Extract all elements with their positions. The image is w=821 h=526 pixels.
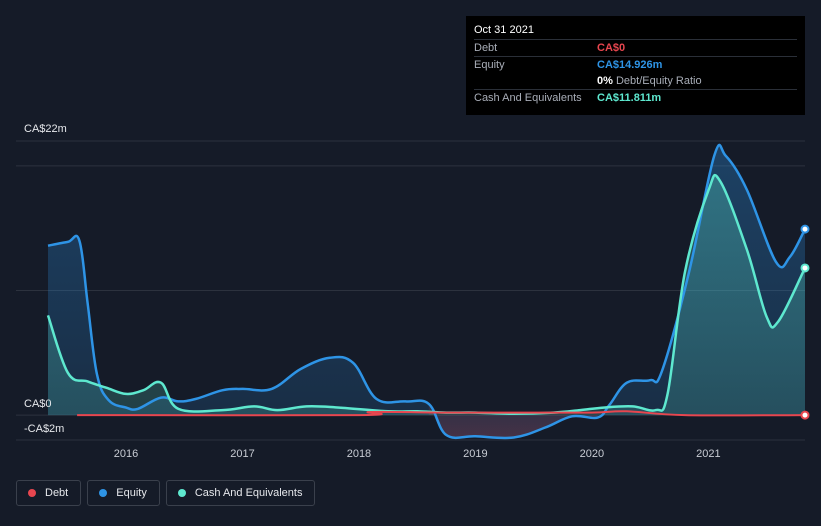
tooltip-date: Oct 31 2021 (474, 24, 534, 36)
x-tick-label-2017: 2017 (230, 448, 254, 460)
equity-line (47, 143, 807, 440)
tooltip-debt-row: Debt CA$0 (474, 39, 797, 56)
x-tick-label-2018: 2018 (347, 448, 371, 460)
legend-item-cash[interactable]: Cash And Equivalents (165, 480, 316, 506)
x-tick-label-2021: 2021 (696, 448, 720, 460)
x-tick-label-2020: 2020 (580, 448, 604, 460)
tooltip-cash-label: Cash And Equivalents (474, 92, 582, 104)
series-areas (48, 144, 805, 439)
y-axis-zero-label: CA$0 (24, 398, 52, 410)
cash-end-marker (800, 263, 810, 273)
tooltip-equity-label: Equity (474, 59, 505, 71)
equity-negative-area (428, 403, 598, 439)
legend-cash-label: Cash And Equivalents (194, 487, 303, 499)
tooltip-equity-value: CA$14.926m (597, 59, 663, 71)
equity-end-marker (800, 224, 810, 234)
debt-line (77, 410, 806, 417)
end-markers (800, 224, 810, 420)
tooltip-equity-row: Equity CA$14.926m (474, 56, 797, 73)
tooltip-ratio-row: 0% Debt/Equity Ratio (474, 73, 797, 89)
x-tick-label-2016: 2016 (114, 448, 138, 460)
y-axis-top-label: CA$22m (24, 123, 67, 135)
tooltip-debt-value: CA$0 (597, 42, 626, 54)
y-axis-bottom-label: -CA$2m (24, 423, 64, 435)
tooltip-ratio-value: 0% Debt/Equity Ratio (597, 73, 702, 89)
legend-equity-dot-icon (99, 489, 108, 497)
legend-equity-label: Equity (116, 487, 147, 499)
ratio-percent: 0% (597, 75, 613, 87)
legend-item-equity[interactable]: Equity (87, 480, 160, 506)
debt-end-marker (800, 410, 810, 420)
tooltip-cash-value: CA$11.811m (597, 92, 662, 104)
chart-legend: Debt Equity Cash And Equivalents (16, 480, 316, 506)
tooltip-debt-label: Debt (474, 42, 498, 54)
legend-item-debt[interactable]: Debt (16, 480, 82, 506)
series-lines (46, 143, 807, 440)
axis-labels: CA$22m CA$0 -CA$2m 2016 2017 2018 2019 2020 2… (24, 123, 721, 460)
tooltip-cash-row: Cash And Equivalents CA$11.811m (474, 89, 797, 106)
x-tick-label-2019: 2019 (463, 448, 487, 460)
tooltip-ratio-label: Debt/Equity Ratio (615, 75, 702, 87)
cash-area (48, 175, 805, 416)
legend-debt-dot-icon (28, 489, 36, 497)
legend-cash-dot-icon (177, 489, 186, 497)
legend-debt-label: Debt (45, 487, 69, 499)
chart-tooltip: Oct 31 2021 Debt CA$0 Equity CA$14.926m … (466, 16, 805, 115)
